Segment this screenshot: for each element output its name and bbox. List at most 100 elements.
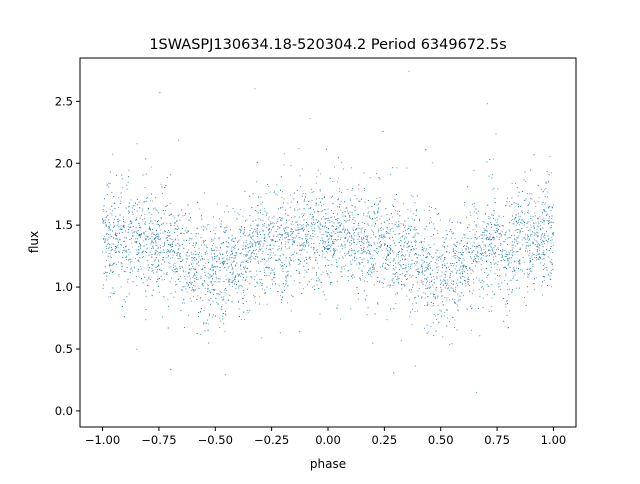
data-point bbox=[231, 250, 233, 252]
data-point bbox=[367, 207, 369, 209]
data-point bbox=[346, 234, 348, 236]
data-point bbox=[386, 244, 389, 246]
data-point bbox=[159, 269, 161, 271]
data-point bbox=[326, 252, 328, 254]
data-point bbox=[296, 245, 298, 247]
data-point bbox=[129, 262, 131, 264]
data-point bbox=[212, 275, 214, 277]
data-point bbox=[433, 294, 435, 296]
data-point bbox=[164, 261, 166, 263]
data-point bbox=[328, 217, 330, 219]
data-point bbox=[507, 264, 509, 266]
data-point bbox=[383, 234, 385, 236]
data-point bbox=[223, 262, 225, 264]
data-point bbox=[452, 290, 454, 292]
data-point bbox=[509, 205, 511, 207]
data-point bbox=[421, 271, 423, 273]
data-point bbox=[298, 259, 300, 261]
data-point bbox=[160, 251, 162, 253]
data-point bbox=[163, 230, 165, 232]
data-point bbox=[446, 279, 448, 281]
data-point bbox=[271, 223, 273, 225]
data-point bbox=[372, 230, 374, 232]
data-point bbox=[160, 183, 162, 185]
data-point bbox=[374, 258, 376, 260]
data-point bbox=[108, 246, 110, 248]
data-point bbox=[281, 191, 283, 193]
data-point bbox=[173, 270, 175, 272]
data-point bbox=[265, 214, 268, 216]
data-point bbox=[192, 275, 195, 277]
data-point bbox=[152, 272, 155, 274]
data-point bbox=[157, 252, 159, 254]
data-point bbox=[140, 247, 142, 249]
data-point bbox=[345, 236, 347, 238]
data-point bbox=[491, 236, 493, 239]
data-point bbox=[126, 188, 128, 190]
data-point bbox=[257, 229, 259, 231]
data-point bbox=[172, 241, 174, 243]
data-point bbox=[152, 245, 154, 247]
data-point bbox=[133, 267, 135, 269]
data-point bbox=[446, 233, 448, 236]
data-point bbox=[152, 263, 154, 266]
data-point bbox=[349, 211, 351, 213]
data-point bbox=[442, 336, 444, 338]
data-point bbox=[431, 162, 433, 164]
data-point bbox=[168, 255, 170, 257]
data-point bbox=[421, 296, 423, 298]
data-point bbox=[525, 247, 527, 249]
data-point bbox=[168, 235, 170, 237]
data-point bbox=[442, 254, 444, 256]
data-point bbox=[103, 220, 105, 222]
data-point bbox=[211, 316, 213, 318]
data-point bbox=[245, 260, 247, 262]
data-point bbox=[325, 231, 327, 233]
data-point bbox=[242, 302, 244, 305]
data-point bbox=[305, 256, 307, 258]
data-point bbox=[157, 238, 159, 240]
data-point bbox=[129, 239, 131, 241]
data-point bbox=[292, 232, 294, 234]
data-point bbox=[219, 267, 221, 269]
data-point bbox=[472, 293, 474, 295]
data-point bbox=[161, 193, 164, 195]
data-point bbox=[489, 236, 491, 238]
data-point bbox=[110, 269, 112, 271]
data-point bbox=[536, 231, 538, 233]
data-point bbox=[307, 200, 310, 203]
data-point bbox=[449, 218, 451, 220]
data-point bbox=[410, 225, 412, 228]
data-point bbox=[181, 266, 183, 269]
data-point bbox=[109, 272, 111, 274]
data-point bbox=[145, 201, 147, 203]
data-point bbox=[481, 234, 483, 236]
data-point bbox=[198, 247, 200, 249]
data-point bbox=[167, 234, 169, 236]
data-point bbox=[426, 282, 428, 284]
data-point bbox=[294, 237, 296, 239]
data-point bbox=[358, 249, 360, 252]
data-point bbox=[506, 315, 508, 317]
data-point bbox=[535, 257, 538, 259]
data-point bbox=[191, 287, 193, 289]
data-point bbox=[188, 272, 190, 274]
data-point bbox=[422, 262, 424, 264]
data-point bbox=[326, 273, 328, 275]
data-point bbox=[215, 273, 217, 276]
data-point bbox=[276, 194, 278, 196]
data-point bbox=[535, 222, 537, 224]
data-point bbox=[324, 246, 326, 248]
data-point bbox=[225, 314, 227, 316]
data-point bbox=[228, 242, 230, 244]
data-point bbox=[350, 250, 352, 252]
data-point bbox=[223, 280, 225, 282]
data-point bbox=[237, 280, 239, 282]
data-point bbox=[213, 253, 215, 255]
data-point bbox=[127, 181, 129, 183]
data-point bbox=[521, 218, 523, 220]
data-point bbox=[426, 256, 428, 258]
data-point bbox=[370, 245, 373, 247]
data-point bbox=[123, 216, 125, 218]
data-point bbox=[212, 259, 214, 261]
